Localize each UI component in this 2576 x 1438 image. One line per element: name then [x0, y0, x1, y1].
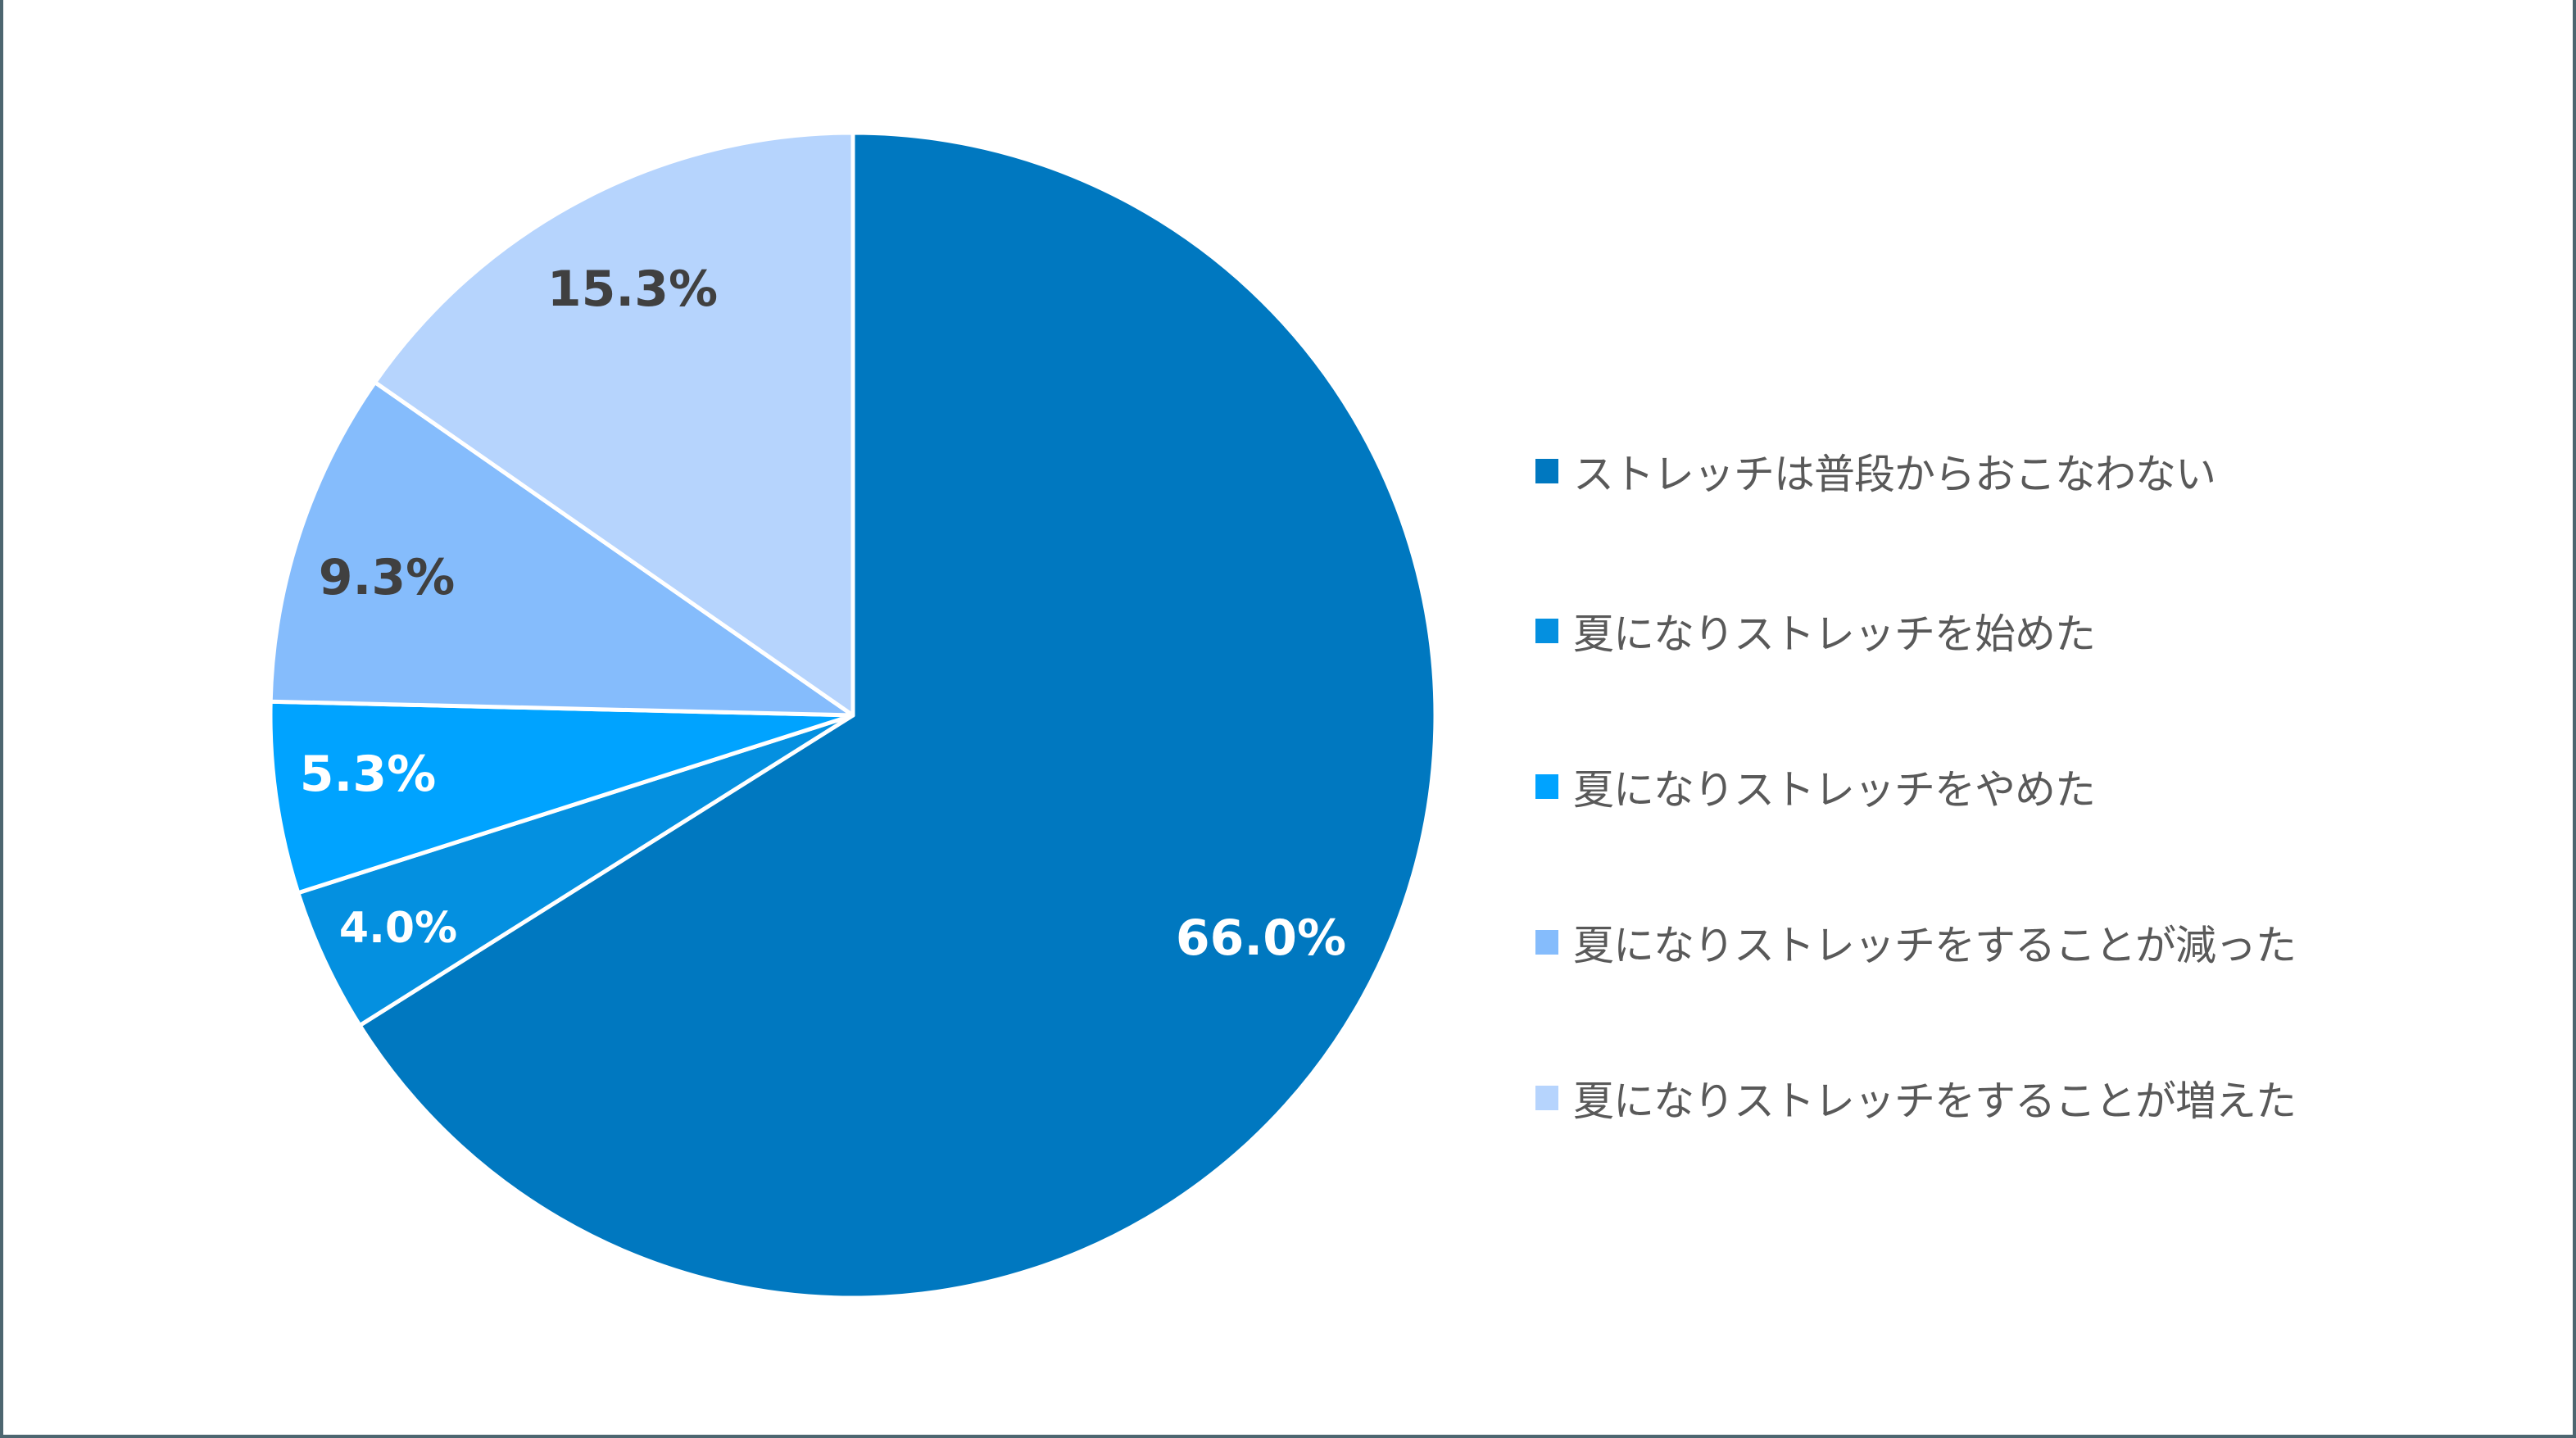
pie-chart: 66.0% 4.0% 5.3% 9.3% 15.3% [268, 130, 1438, 1300]
legend-item-increased: 夏になりストレッチをすることが増えた [1535, 1057, 2297, 1139]
legend-swatch-icon [1535, 619, 1558, 643]
pie-slice-labels: 66.0% 4.0% 5.3% 9.3% 15.3% [300, 261, 1346, 967]
slice-label-stopped: 5.3% [300, 746, 436, 803]
pie-slice-stopped [268, 699, 855, 896]
slice-label-started: 4.0% [339, 904, 457, 953]
slice-label-decreased: 9.3% [319, 549, 455, 606]
legend-swatch-icon [1535, 1086, 1558, 1110]
legend-item-decreased: 夏になりストレッチをすることが減った [1535, 901, 2297, 983]
legend-label: 夏になりストレッチを始めた [1573, 610, 2096, 658]
legend-swatch-icon [1535, 930, 1558, 955]
chart-legend: ストレッチは普段からおこなわない 夏になりストレッチを始めた 夏になりストレッチ… [1535, 434, 2297, 1139]
slice-label-increased: 15.3% [547, 261, 718, 318]
legend-item-not-stretching: ストレッチは普段からおこなわない [1535, 434, 2296, 508]
legend-item-started: 夏になりストレッチを始めた [1535, 590, 2296, 672]
pie-slice-not-stretching [357, 130, 1438, 1300]
pie-slices [268, 130, 1438, 1300]
legend-swatch-icon [1535, 774, 1558, 799]
legend-label: 夏になりストレッチをやめた [1573, 766, 2096, 814]
pie-slice-started [296, 713, 855, 1027]
legend-item-stopped: 夏になりストレッチをやめた [1535, 746, 2296, 828]
legend-swatch-icon [1535, 459, 1558, 483]
pie-slice-increased [373, 130, 855, 718]
legend-label: ストレッチは普段からおこなわない [1573, 451, 2216, 498]
legend-label: 夏になりストレッチをすることが増えた [1573, 1077, 2297, 1125]
slice-label-not-stretching: 66.0% [1176, 910, 1346, 967]
legend-label: 夏になりストレッチをすることが減った [1573, 922, 2297, 969]
pie-slice-decreased [268, 380, 855, 718]
